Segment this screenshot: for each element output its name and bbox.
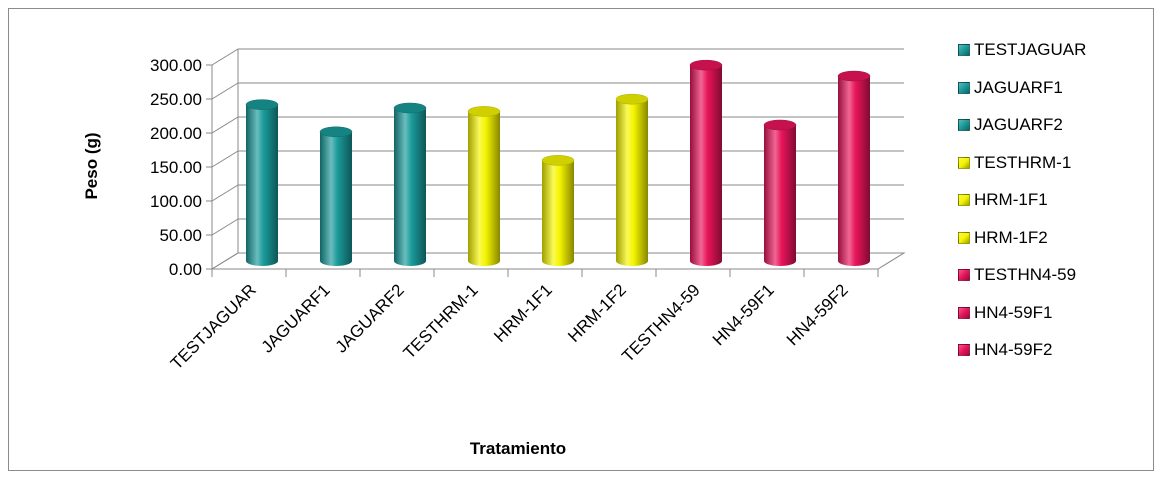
x-tick-label: HN4-59F2: [783, 280, 852, 349]
x-tick-label: JAGUARF2: [332, 280, 408, 356]
legend-item: JAGUARF2: [958, 113, 1063, 137]
bar-top: [467, 106, 501, 117]
x-tick-label: HRM-1F2: [564, 280, 630, 346]
bar-top: [689, 59, 723, 71]
legend-swatch: [958, 194, 970, 206]
bar: [319, 126, 353, 266]
gridline-side: [211, 218, 239, 236]
bar-body: [616, 99, 648, 266]
x-tick-label: TESTHRM-1: [400, 280, 482, 362]
legend-label: HRM-1F2: [974, 227, 1048, 247]
legend-item: HRM-1F2: [958, 226, 1048, 250]
bar: [467, 106, 501, 267]
legend-swatch: [958, 119, 970, 131]
bar-top: [615, 93, 649, 105]
legend-item: TESTHN4-59: [958, 263, 1076, 287]
legend-item: HRM-1F1: [958, 188, 1048, 212]
x-tick-label: TESTJAGUAR: [167, 280, 260, 373]
y-tick-label: 100.00: [150, 192, 202, 211]
x-tick-label: TESTHN4-59: [618, 280, 704, 366]
legend-label: JAGUARF1: [974, 77, 1063, 97]
y-tick-label: 50.00: [159, 226, 202, 245]
bar-top: [245, 99, 279, 110]
bar-top: [763, 119, 797, 131]
bar-body: [394, 108, 426, 266]
bar: [393, 102, 427, 266]
gridline-side: [211, 184, 239, 202]
bar-top: [393, 102, 427, 114]
bar-body: [246, 104, 278, 266]
bar-top: [541, 155, 575, 166]
bars: [245, 59, 871, 267]
legend-label: TESTHRM-1: [974, 152, 1072, 172]
legend-label: HN4-59F1: [974, 302, 1053, 322]
y-tick-label: 200.00: [150, 124, 202, 143]
bar: [763, 119, 797, 266]
legend-item: TESTJAGUAR: [958, 38, 1086, 62]
gridline-side: [211, 252, 239, 270]
gridline-side: [211, 150, 239, 168]
gridline-side: [211, 116, 239, 134]
x-tick-label: HN4-59F1: [709, 280, 778, 349]
legend-label: JAGUARF2: [974, 115, 1063, 134]
bar-body: [468, 111, 500, 267]
bar-body: [764, 125, 796, 266]
x-axis-title: Tratamiento: [470, 439, 566, 458]
bar-body: [690, 65, 722, 266]
bar-top: [837, 70, 871, 82]
x-tick-label: JAGUARF1: [258, 280, 334, 356]
bar: [689, 59, 723, 266]
gridline-side: [211, 48, 239, 66]
bar-body: [838, 76, 870, 266]
x-tick-label: HRM-1F1: [490, 280, 556, 346]
legend-label: HRM-1F1: [974, 190, 1048, 209]
bar-body: [542, 160, 574, 266]
y-tick-label: 0.00: [169, 260, 202, 279]
legend-swatch: [958, 81, 970, 94]
legend-item: HN4-59F1: [958, 301, 1052, 325]
legend-item: TESTHRM-1: [958, 151, 1071, 175]
legend-swatch: [958, 231, 970, 244]
legend-swatch: [958, 44, 970, 56]
bar-top: [319, 126, 353, 138]
legend-label: HN4-59F2: [974, 340, 1053, 359]
legend-swatch: [958, 156, 970, 169]
gridline-side: [211, 82, 239, 100]
y-tick-label: 300.00: [150, 56, 202, 75]
y-tick-label: 150.00: [150, 158, 202, 177]
bar-body: [320, 131, 352, 266]
legend-swatch: [958, 344, 970, 356]
legend-swatch: [958, 306, 970, 319]
bar: [541, 155, 575, 266]
legend-item: JAGUARF1: [958, 76, 1063, 100]
legend-swatch: [958, 269, 970, 281]
y-axis-title: Peso (g): [82, 132, 101, 199]
bar: [837, 70, 871, 266]
bar: [245, 99, 279, 266]
legend-label: TESTJAGUAR: [974, 40, 1087, 59]
y-tick-label: 250.00: [150, 90, 202, 109]
bar: [615, 93, 649, 266]
legend-label: TESTHN4-59: [974, 265, 1077, 284]
legend-item: HN4-59F2: [958, 338, 1052, 362]
